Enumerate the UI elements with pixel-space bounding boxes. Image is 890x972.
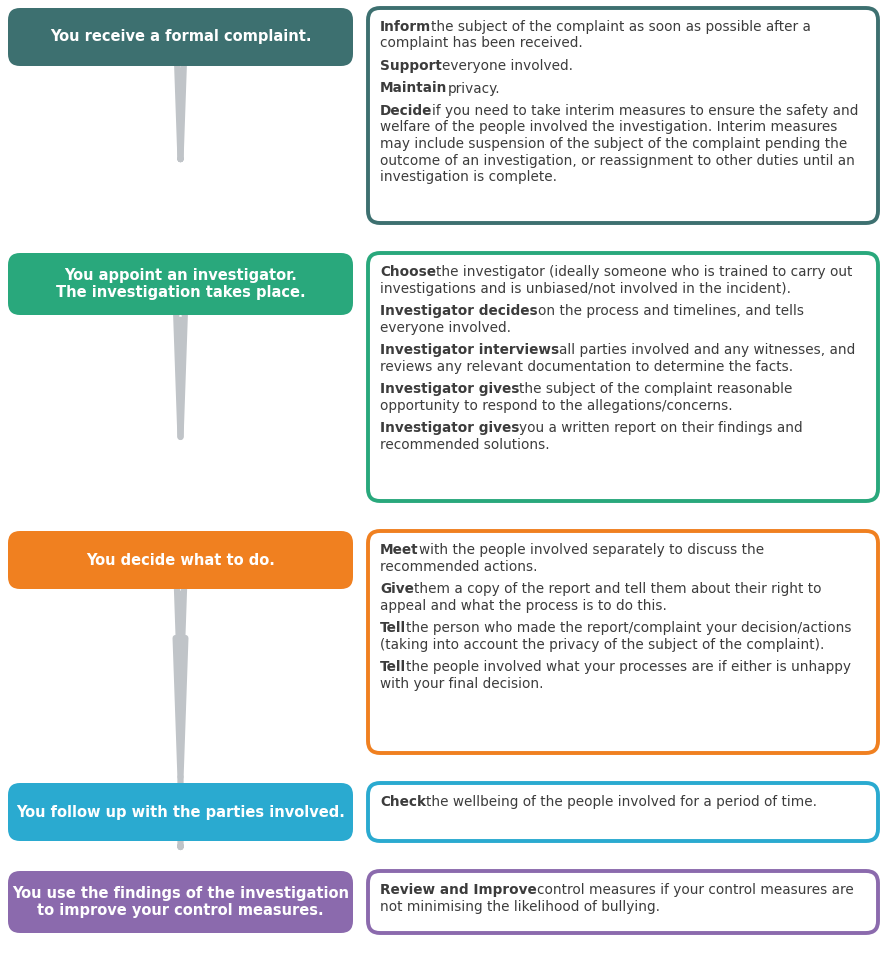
Text: You appoint an investigator.
The investigation takes place.: You appoint an investigator. The investi… — [56, 268, 305, 300]
Text: you a written report on their findings and: you a written report on their findings a… — [520, 421, 803, 435]
Text: reviews any relevant documentation to determine the facts.: reviews any relevant documentation to de… — [380, 360, 793, 373]
Text: Choose: Choose — [380, 265, 436, 279]
Text: investigations and is unbiased/not involved in the incident).: investigations and is unbiased/not invol… — [380, 282, 791, 295]
Text: with the people involved separately to discuss the: with the people involved separately to d… — [418, 543, 764, 557]
Text: Review and Improve: Review and Improve — [380, 883, 537, 897]
FancyBboxPatch shape — [368, 531, 878, 753]
Text: You follow up with the parties involved.: You follow up with the parties involved. — [16, 805, 345, 819]
Text: Decide: Decide — [380, 104, 433, 118]
Text: the wellbeing of the people involved for a period of time.: the wellbeing of the people involved for… — [426, 795, 817, 809]
Text: You decide what to do.: You decide what to do. — [86, 552, 275, 568]
FancyBboxPatch shape — [8, 8, 353, 66]
Text: complaint has been received.: complaint has been received. — [380, 37, 583, 51]
Text: the people involved what your processes are if either is unhappy: the people involved what your processes … — [406, 660, 851, 674]
Text: the subject of the complaint reasonable: the subject of the complaint reasonable — [520, 382, 793, 396]
Text: Investigator decides: Investigator decides — [380, 304, 538, 318]
Text: all parties involved and any witnesses, and: all parties involved and any witnesses, … — [559, 343, 855, 357]
Text: Give: Give — [380, 582, 414, 596]
Text: Investigator gives: Investigator gives — [380, 382, 520, 396]
Text: investigation is complete.: investigation is complete. — [380, 170, 557, 184]
Text: control measures if your control measures are: control measures if your control measure… — [537, 883, 854, 897]
FancyBboxPatch shape — [368, 8, 878, 223]
Text: Support: Support — [380, 59, 441, 73]
Text: on the process and timelines, and tells: on the process and timelines, and tells — [538, 304, 804, 318]
Text: them a copy of the report and tell them about their right to: them a copy of the report and tell them … — [414, 582, 821, 596]
Text: Tell: Tell — [380, 660, 406, 674]
Text: the person who made the report/complaint your decision/actions: the person who made the report/complaint… — [406, 621, 852, 635]
Text: opportunity to respond to the allegations/concerns.: opportunity to respond to the allegation… — [380, 399, 732, 412]
Text: with your final decision.: with your final decision. — [380, 677, 544, 690]
Text: You use the findings of the investigation
to improve your control measures.: You use the findings of the investigatio… — [12, 885, 349, 919]
Text: Inform: Inform — [380, 20, 432, 34]
Text: outcome of an investigation, or reassignment to other duties until an: outcome of an investigation, or reassign… — [380, 154, 855, 167]
Text: everyone involved.: everyone involved. — [380, 321, 511, 334]
Text: privacy.: privacy. — [448, 82, 500, 95]
FancyBboxPatch shape — [8, 871, 353, 933]
Text: Check: Check — [380, 795, 426, 809]
FancyBboxPatch shape — [8, 783, 353, 841]
Text: Meet: Meet — [380, 543, 418, 557]
Text: the subject of the complaint as soon as possible after a: the subject of the complaint as soon as … — [432, 20, 811, 34]
Text: welfare of the people involved the investigation. Interim measures: welfare of the people involved the inves… — [380, 121, 837, 134]
Text: You receive a formal complaint.: You receive a formal complaint. — [50, 29, 312, 45]
FancyBboxPatch shape — [368, 783, 878, 841]
Text: may include suspension of the subject of the complaint pending the: may include suspension of the subject of… — [380, 137, 847, 151]
FancyBboxPatch shape — [8, 253, 353, 315]
Text: recommended actions.: recommended actions. — [380, 560, 538, 573]
Text: Maintain: Maintain — [380, 82, 448, 95]
FancyBboxPatch shape — [368, 253, 878, 501]
Text: if you need to take interim measures to ensure the safety and: if you need to take interim measures to … — [433, 104, 859, 118]
FancyBboxPatch shape — [8, 531, 353, 589]
Text: not minimising the likelihood of bullying.: not minimising the likelihood of bullyin… — [380, 899, 660, 914]
Text: Investigator interviews: Investigator interviews — [380, 343, 559, 357]
Text: everyone involved.: everyone involved. — [441, 59, 573, 73]
Text: (taking into account the privacy of the subject of the complaint).: (taking into account the privacy of the … — [380, 638, 824, 651]
Text: Investigator gives: Investigator gives — [380, 421, 520, 435]
Text: recommended solutions.: recommended solutions. — [380, 437, 550, 452]
Text: the investigator (ideally someone who is trained to carry out: the investigator (ideally someone who is… — [436, 265, 853, 279]
Text: Tell: Tell — [380, 621, 406, 635]
Text: appeal and what the process is to do this.: appeal and what the process is to do thi… — [380, 599, 667, 612]
FancyBboxPatch shape — [368, 871, 878, 933]
